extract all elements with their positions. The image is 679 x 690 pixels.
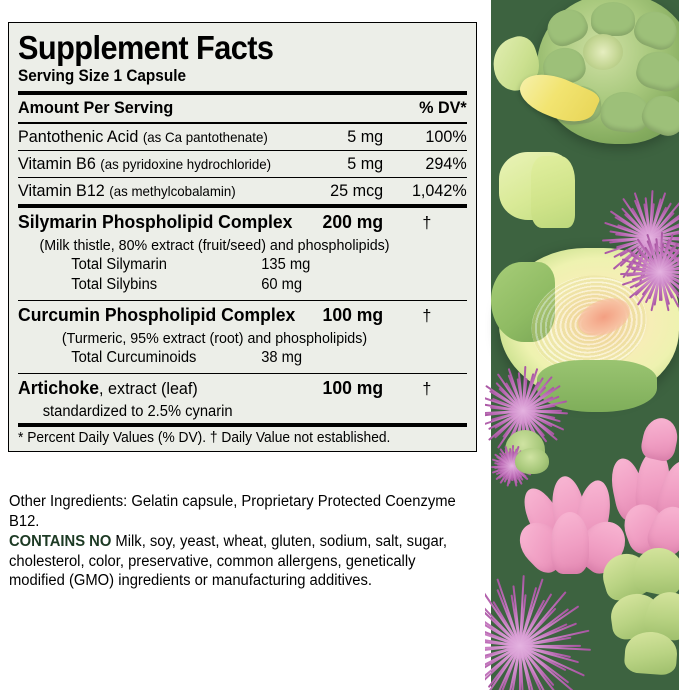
table-row: Vitamin B12 (as methylcobalamin) 25 mcg … — [18, 178, 467, 204]
nutrient-name: Pantothenic Acid (as Ca pantothenate) — [18, 127, 347, 147]
supplement-facts-side: Supplement Facts Serving Size 1 Capsule … — [8, 22, 477, 591]
artichoke-amount: 100 mg — [322, 377, 384, 399]
complex-description: (Turmeric, 95% extract (root) and phosph… — [61, 330, 368, 348]
nutrient-amount: 5 mg — [347, 127, 384, 147]
sub-item-row: Total Silymarin 135 mg — [18, 255, 467, 275]
milk-thistle-flower — [491, 445, 533, 487]
complex-amount: 100 mg — [322, 304, 384, 326]
contains-no-text: CONTAINS NO Milk, soy, yeast, wheat, glu… — [9, 532, 464, 592]
artichoke-dv: † — [422, 379, 432, 399]
milk-thistle-bulb — [515, 448, 549, 474]
nutrient-name-text: Vitamin B12 — [18, 181, 105, 201]
contains-no-list: Milk, soy, yeast, wheat, gluten, sodium,… — [9, 532, 447, 590]
nutrient-amount: 25 mcg — [330, 181, 384, 201]
other-information-block: Other Ingredients: Gelatin capsule, Prop… — [9, 492, 464, 591]
divider-top-thick — [18, 90, 467, 95]
sub-item-amount: 38 mg — [261, 349, 303, 367]
complex-name: Curcumin Phospholipid Complex — [18, 304, 296, 326]
divider-row — [18, 177, 467, 179]
serving-size-text: Serving Size 1 Capsule — [18, 66, 187, 85]
complex-dv: † — [422, 213, 432, 233]
amount-per-serving-header: Amount Per Serving — [18, 97, 174, 117]
complex-dv: † — [422, 306, 432, 326]
divider-complex — [18, 373, 467, 375]
nutrient-dv: 1,042% — [411, 181, 467, 201]
nutrient-name-text: Pantothenic Acid — [18, 127, 139, 147]
sub-item-row: Total Silybins 60 mg — [18, 275, 467, 295]
milk-thistle-flower — [620, 232, 679, 311]
complex-amount: 200 mg — [322, 211, 384, 233]
artichoke-sub-text: standardized to 2.5% cynarin — [42, 403, 233, 421]
contains-no-label: CONTAINS NO — [9, 532, 112, 550]
page-title: Supplement Facts — [18, 29, 274, 66]
artichoke-name-rest: , extract (leaf) — [99, 379, 198, 399]
milk-thistle-flower — [485, 575, 591, 690]
artichoke-name: Artichoke, extract (leaf) — [18, 377, 323, 399]
nutrient-source: (as methylcobalamin) — [109, 183, 236, 200]
sub-item-row: Total Curcuminoids 38 mg — [18, 348, 467, 368]
divider-section-thick — [18, 204, 467, 209]
milk-thistle-head — [485, 612, 553, 680]
sub-item-name: Total Silybins — [71, 276, 158, 294]
artichoke-petal — [591, 2, 635, 36]
other-ingredients-text: Other Ingredients: Gelatin capsule, Prop… — [9, 493, 456, 530]
divider-row — [18, 150, 467, 152]
artichoke-core — [583, 34, 623, 70]
sub-item-name: Total Silymarin — [71, 256, 167, 274]
artichoke-leaf-blade — [531, 156, 575, 228]
table-row: Artichoke, extract (leaf) 100 mg † — [18, 374, 467, 402]
table-row: Curcumin Phospholipid Complex 100 mg † — [18, 301, 467, 329]
product-ingredients-photo — [485, 0, 679, 690]
supplement-facts-panel: Supplement Facts Serving Size 1 Capsule … — [8, 22, 477, 453]
artichoke-name-bold: Artichoke — [18, 377, 100, 399]
nutrient-dv: 100% — [425, 127, 467, 147]
nutrient-name: Vitamin B12 (as methylcobalamin) — [18, 181, 330, 201]
divider-footnote — [18, 423, 467, 428]
nutrient-name: Vitamin B6 (as pyridoxine hydrochloride) — [18, 154, 347, 174]
sub-item-name: Total Curcuminoids — [71, 349, 197, 367]
milk-thistle-head — [499, 388, 543, 432]
photo-left-white-strip — [485, 0, 491, 690]
artichoke-half-outer-leaf — [491, 262, 555, 342]
milk-thistle-flower — [485, 366, 568, 455]
complex-name: Silymarin Phospholipid Complex — [18, 211, 293, 233]
nutrient-dv: 294% — [425, 154, 467, 174]
milk-thistle-head — [641, 254, 679, 292]
nutrient-name-text: Vitamin B6 — [18, 154, 96, 174]
nutrient-source: (as pyridoxine hydrochloride) — [100, 156, 272, 173]
divider-complex — [18, 300, 467, 302]
sub-item-amount: 60 mg — [261, 276, 303, 294]
dv-header: % DV* — [419, 97, 467, 117]
turmeric-petal — [551, 512, 589, 574]
turmeric-petal — [639, 414, 679, 464]
table-row: Silymarin Phospholipid Complex 200 mg † — [18, 208, 467, 236]
complex-description: (Milk thistle, 80% extract (fruit/seed) … — [39, 237, 390, 255]
divider-header-bottom — [18, 121, 467, 125]
column-header-row: Amount Per Serving % DV* — [18, 95, 467, 122]
table-row: Pantothenic Acid (as Ca pantothenate) 5 … — [18, 124, 467, 150]
nutrient-amount: 5 mg — [347, 154, 384, 174]
footnote-text: * Percent Daily Values (% DV). † Daily V… — [18, 430, 391, 447]
nutrient-source: (as Ca pantothenate) — [142, 129, 268, 146]
sub-item-amount: 135 mg — [261, 256, 311, 274]
table-row: Vitamin B6 (as pyridoxine hydrochloride)… — [18, 151, 467, 177]
